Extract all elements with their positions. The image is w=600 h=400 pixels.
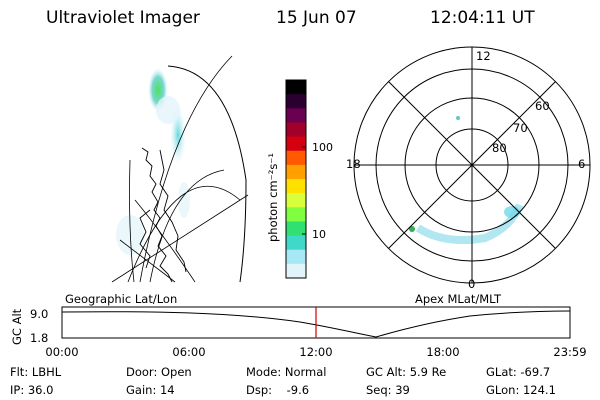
colorbar-cell: [286, 263, 306, 279]
latitude-line: [127, 185, 241, 283]
aurora-patch: [178, 182, 190, 218]
colorbar-cell: [286, 122, 306, 138]
date-label: 15 Jun 07: [276, 8, 357, 28]
meridian-line: [129, 159, 135, 283]
colorbar-frame: [285, 79, 307, 279]
colorbar-cell: [286, 179, 306, 194]
colorbar-tick-label: 100: [312, 141, 333, 154]
timeline-ytick: 9.0: [30, 307, 48, 321]
colorbar-tick-label: 10: [312, 228, 326, 241]
seq-info: Seq: 39: [366, 383, 410, 397]
meridian-line: [111, 194, 249, 283]
latitude-line: [149, 169, 225, 283]
glon-info: GLon: 124.1: [486, 383, 556, 397]
colorbar-cell: [286, 207, 306, 222]
colorbar-cell: [286, 193, 306, 208]
colorbar-cell: [286, 235, 306, 251]
colorbar-cell: [286, 108, 306, 123]
door-info: Door: Open: [126, 365, 192, 379]
instrument-title: Ultraviolet Imager: [46, 8, 200, 28]
aurora-patch: [156, 96, 180, 124]
mlt-label-6: 6: [578, 157, 585, 171]
colorbar-cell: [286, 80, 306, 95]
filter-info: Flt: LBHL: [10, 365, 62, 379]
colorbar-cell: [286, 150, 306, 166]
altitude-timeline: GC Alt 9.0 1.8 00:00 06:00 12:00 18:00 2…: [10, 306, 587, 359]
geo-map-label: Geographic Lat/Lon: [65, 292, 177, 306]
mlt-label-18: 18: [346, 157, 361, 171]
time-label: 12:04:11 UT: [430, 8, 535, 28]
ip-info: IP: 36.0: [10, 383, 54, 397]
lat-label-80: 80: [492, 141, 507, 155]
timeline-xtick: 18:00: [426, 345, 459, 359]
timeline-xtick: 12:00: [299, 345, 332, 359]
mlt-diagonal: [388, 81, 556, 249]
gc-alt-info: GC Alt: 5.9 Re: [366, 365, 447, 379]
mlt-label-0: 0: [468, 277, 475, 291]
colorbar-cell: [286, 94, 306, 109]
altitude-curve: [61, 310, 571, 338]
gain-info: Gain: 14: [126, 383, 175, 397]
earth-limb: [167, 65, 247, 283]
timeline-xtick: 23:59: [553, 345, 586, 359]
mlt-label-12: 12: [476, 49, 491, 63]
timeline-ytick: 1.8: [30, 331, 48, 345]
aurora-patch: [409, 226, 415, 232]
meridian-line: [134, 199, 196, 283]
lat-label-60: 60: [535, 99, 550, 113]
glat-info: GLat: -69.7: [486, 365, 551, 379]
aurora-patch: [504, 206, 520, 218]
timeline-xtick: 06:00: [172, 345, 205, 359]
polar-plot: 12 18 6 0 60 70 80: [346, 46, 591, 291]
dsp-info: Dsp: -9.6: [246, 383, 310, 397]
colorbar-cell: [286, 221, 306, 237]
aurora-patch: [456, 116, 460, 120]
coastline: [139, 147, 187, 283]
polar-plot-label: Apex MLat/MLT: [415, 292, 502, 306]
timeline-ylabel: GC Alt: [10, 308, 24, 345]
colorbar-cell: [286, 136, 306, 152]
colorbar-cell: [286, 249, 306, 265]
colorbar-unit-label: photon cm⁻²s⁻¹: [266, 153, 280, 242]
colorbar-cells: [286, 80, 306, 279]
mode-info: Mode: Normal: [246, 365, 327, 379]
timeline-xtick: 00:00: [45, 345, 78, 359]
meridian-line: [139, 55, 233, 283]
geographic-map: [111, 55, 249, 283]
meridian-line: [119, 239, 176, 283]
colorbar-cell: [286, 164, 306, 180]
colorbar: 100 10 photon cm⁻²s⁻¹: [266, 79, 333, 279]
lat-label-70: 70: [513, 121, 528, 135]
